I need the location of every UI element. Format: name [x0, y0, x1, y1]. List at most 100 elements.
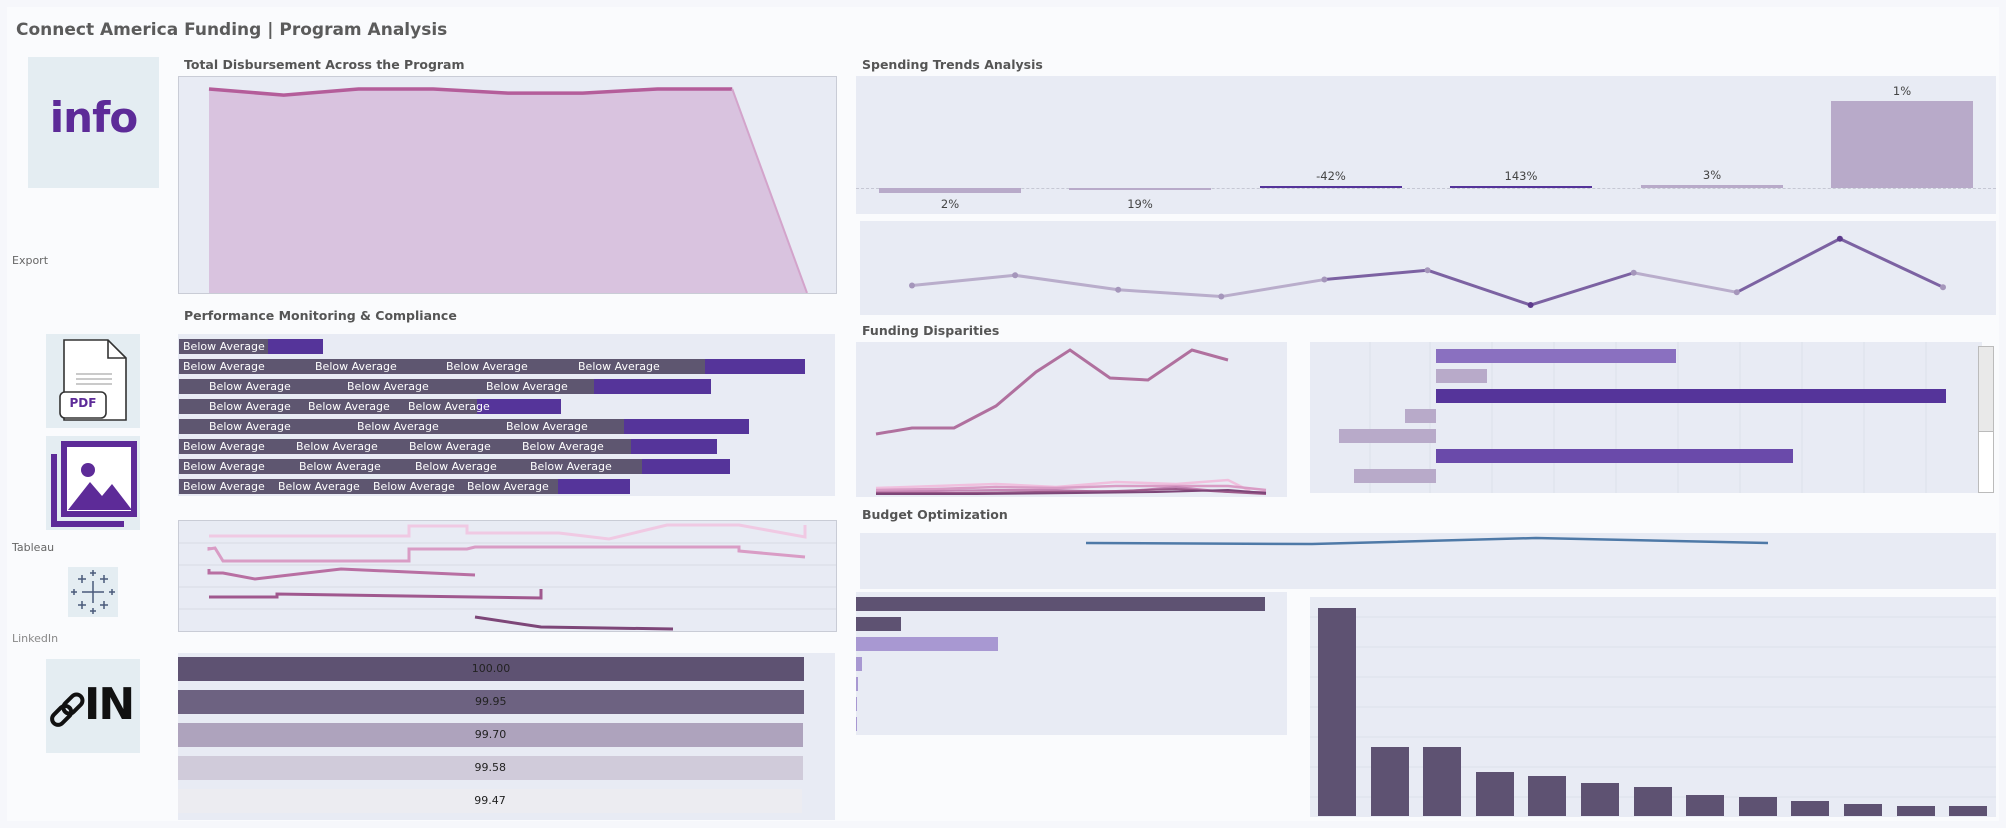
pdf-file-icon — [59, 339, 127, 421]
disparity-bar — [1436, 449, 1793, 463]
budget-hbar — [856, 677, 858, 691]
linkedin-link-icon — [50, 692, 85, 727]
below-average-label: Below Average — [183, 360, 265, 373]
budget-vbars-grid — [1310, 616, 1996, 798]
below-average-label: Below Average — [183, 440, 265, 453]
budget-vbar — [1528, 776, 1567, 816]
trend-segment — [1118, 288, 1222, 299]
disparity-bar — [1339, 429, 1436, 443]
below-average-label: Below Average — [296, 440, 378, 453]
budget-vbar — [1896, 805, 1935, 816]
trend-segment — [1736, 237, 1841, 294]
below-average-label: Below Average — [299, 460, 381, 473]
info-icon: info — [49, 93, 138, 142]
trend-segment — [911, 273, 1016, 287]
section-title-spending-trends: Spending Trends Analysis — [862, 57, 1043, 72]
below-average-label: Below Average — [209, 420, 291, 433]
section-title-budget-optimization: Budget Optimization — [862, 507, 1008, 522]
trend-point — [1012, 272, 1019, 279]
disparity-bar — [1436, 389, 1946, 403]
score-bar: 99.58 — [178, 756, 803, 780]
performance-segment: Below Average Below Average Below Average B… — [179, 439, 631, 454]
trend-point — [1836, 235, 1843, 242]
budget-hbar — [856, 637, 998, 651]
disbursement-line-drop — [731, 88, 808, 294]
budget-hbars-panel — [856, 592, 1287, 735]
performance-row-bar: Below Average Below Average Below Average — [179, 399, 561, 414]
below-average-label: Below Average — [315, 360, 397, 373]
budget-hbar — [856, 697, 857, 711]
spending-change-bar — [879, 188, 1021, 193]
zero-baseline — [856, 188, 1996, 189]
budget-vbar — [1423, 747, 1462, 816]
linkedin-tile[interactable]: IN — [46, 659, 140, 753]
below-average-label: Below Average — [209, 380, 291, 393]
trend-segment — [1324, 268, 1428, 282]
performance-lines-panel — [178, 520, 837, 632]
linkedin-label: LinkedIn — [12, 632, 59, 645]
image-export-tile[interactable] — [46, 436, 140, 530]
spending-change-label: 19% — [1127, 197, 1153, 211]
info-tile[interactable]: info — [28, 57, 159, 188]
spending-change-label: 3% — [1702, 167, 1722, 182]
disparity-bar — [1436, 349, 1676, 363]
spending-trend-line — [909, 235, 1946, 309]
score-bar: 99.47 — [178, 789, 802, 813]
performance-segment: Below Average — [179, 339, 268, 354]
budget-vbar — [1844, 803, 1882, 816]
trend-point — [1733, 289, 1740, 296]
disbursement-area-chart — [208, 87, 808, 294]
below-average-label: Below Average — [183, 340, 265, 353]
budget-vbar — [1738, 797, 1777, 816]
performance-lines-chart — [179, 523, 836, 631]
trend-segment — [1633, 271, 1738, 294]
section-title-performance: Performance Monitoring & Compliance — [184, 308, 457, 323]
linkedin-text: IN — [84, 679, 135, 730]
spending-change-bar — [1450, 186, 1592, 188]
disbursement-chart-panel — [178, 76, 837, 294]
performance-row-bar: Below Average Below Average Below Average B… — [179, 479, 630, 494]
disparity-bar — [1405, 409, 1436, 423]
trend-point — [1630, 269, 1637, 276]
budget-vbar — [1581, 782, 1619, 816]
spending-change-panel — [856, 76, 1996, 214]
trend-segment — [1427, 268, 1532, 307]
below-average-label: Below Average — [209, 400, 291, 413]
tableau-label: Tableau — [12, 541, 55, 554]
score-bar: 99.95 — [178, 690, 804, 714]
trend-segment — [1839, 237, 1944, 289]
below-average-label: Below Average — [409, 440, 491, 453]
performance-segment: Below Average Below Average Below Average — [179, 419, 624, 434]
below-average-label: Below Average — [486, 380, 568, 393]
below-average-label: Below Average — [408, 400, 490, 413]
spending-change-label: -42% — [1316, 169, 1346, 183]
budget-vbar — [1633, 786, 1672, 816]
disbursement-area — [209, 89, 807, 293]
below-average-label: Below Average — [308, 400, 390, 413]
tableau-logo-icon — [71, 570, 115, 614]
section-title-total-disbursement: Total Disbursement Across the Program — [184, 57, 465, 72]
performance-segment: Below Average Below Average Below Average B… — [179, 459, 642, 474]
budget-line-panel — [860, 533, 1996, 589]
budget-vbars-panel — [1310, 597, 1996, 817]
image-gallery-icon — [51, 441, 137, 527]
disparity-scrollbar[interactable] — [1978, 346, 1994, 493]
pdf-label: PDF — [69, 396, 97, 410]
page-title: Connect America Funding | Program Analys… — [16, 20, 448, 40]
below-average-label: Below Average — [183, 480, 265, 493]
below-average-label: Below Average — [446, 360, 528, 373]
performance-segment: Below Average Below Average Below Average B… — [179, 479, 558, 494]
performance-row-bar: Below Average Below Average Below Average — [179, 379, 711, 394]
performance-row-bar: Below Average Below Average Below Average — [179, 419, 749, 434]
disparity-bar — [1436, 369, 1487, 383]
trend-point — [1940, 284, 1946, 291]
trend-point — [1527, 302, 1534, 309]
scrollbar-thumb[interactable] — [1979, 347, 1993, 432]
budget-line-chart — [1085, 536, 1769, 546]
tableau-tile[interactable] — [68, 567, 118, 617]
trend-point — [1115, 286, 1122, 293]
performance-row-bar: Below Average Below Average Below Average B… — [179, 359, 805, 374]
pdf-export-tile[interactable]: PDF — [46, 334, 140, 428]
budget-hbar — [856, 657, 862, 671]
disparity-bar — [1354, 469, 1436, 483]
